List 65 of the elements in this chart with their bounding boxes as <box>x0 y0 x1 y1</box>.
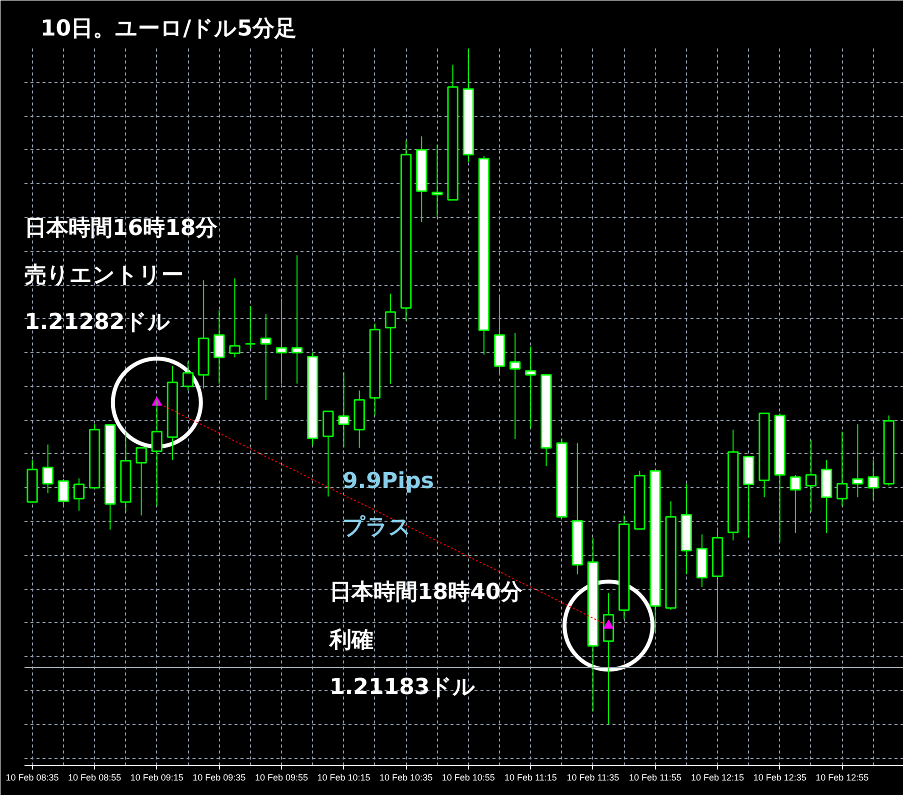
annotation: 1.21282ドル <box>24 310 171 335</box>
x-tick-label: 10 Feb 10:35 <box>380 772 433 782</box>
candlestick <box>790 474 801 534</box>
candlestick <box>291 254 303 384</box>
candlestick <box>120 432 132 513</box>
candlestick <box>400 140 412 322</box>
candlestick <box>166 366 178 461</box>
candlestick <box>416 136 428 223</box>
candlestick <box>260 314 272 400</box>
candlestick <box>182 360 194 391</box>
x-tick-label: 10 Feb 08:35 <box>6 772 59 782</box>
x-tick-label: 10 Feb 10:55 <box>442 772 495 782</box>
candlestick <box>805 439 817 513</box>
candlestick <box>478 155 490 356</box>
candlestick <box>525 346 536 429</box>
candlestick <box>836 431 848 506</box>
annotation: 1.21183ドル <box>330 675 476 700</box>
candlestick <box>494 294 506 376</box>
x-tick-label: 10 Feb 12:15 <box>691 772 744 782</box>
candlestick <box>883 414 894 486</box>
annotation: 日本時間18時40分 <box>330 580 524 605</box>
candlestick <box>680 483 692 575</box>
annotation: 日本時間16時18分 <box>24 216 219 241</box>
candlestick <box>868 460 879 500</box>
candlestick <box>276 298 288 384</box>
candlestick <box>728 429 739 541</box>
x-tick-label: 10 Feb 11:15 <box>504 772 557 782</box>
annotation: プラス <box>342 515 412 540</box>
candlestick <box>229 278 240 358</box>
candlestick <box>384 293 396 384</box>
x-tick-label: 10 Feb 12:35 <box>753 772 806 782</box>
candlestick <box>338 372 350 448</box>
candlestick <box>369 323 380 416</box>
candlestick <box>198 280 210 389</box>
annotation: 利確 <box>328 628 374 653</box>
x-tick-label: 10 Feb 09:55 <box>254 772 308 782</box>
candlestick <box>307 352 318 446</box>
candlestick <box>244 305 256 350</box>
candlestick <box>696 534 708 588</box>
chart-title: 10日。ユーロ/ドル5分足 <box>40 16 296 42</box>
candlestick <box>214 310 225 384</box>
candlestick <box>820 460 832 534</box>
x-tick-label: 10 Feb 08:55 <box>68 772 122 782</box>
x-tick-label: 10 Feb 11:35 <box>566 772 620 782</box>
candlestick <box>73 478 85 512</box>
candlestick <box>852 424 864 498</box>
candlestick <box>712 527 724 656</box>
candlestick <box>618 514 630 620</box>
candlestick <box>510 332 521 440</box>
candlestick <box>462 48 474 163</box>
x-tick-label: 10 Feb 10:15 <box>317 772 370 782</box>
annotation: 売りエントリー <box>24 263 184 288</box>
x-tick-label: 10 Feb 09:35 <box>192 772 246 782</box>
annotation: 9.9Pips <box>342 469 434 494</box>
candlestick <box>665 500 676 611</box>
x-tick-label: 10 Feb 09:15 <box>130 772 184 782</box>
candlestick <box>136 447 147 516</box>
x-tick-label: 10 Feb 12:55 <box>816 772 869 782</box>
candlestick <box>58 478 70 506</box>
candlestick <box>354 390 365 448</box>
candlestick <box>42 444 54 494</box>
candlestick <box>432 144 443 218</box>
candlestick <box>774 412 786 542</box>
x-tick-label: 10 Feb 11:55 <box>629 772 682 782</box>
candlestick <box>572 442 583 575</box>
